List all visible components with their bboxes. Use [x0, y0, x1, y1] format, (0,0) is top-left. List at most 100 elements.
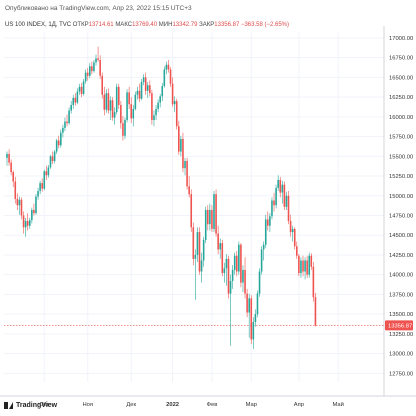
- candle-body: [84, 72, 87, 82]
- symbol-name: US 100 INDEX, 1Д, TVC: [5, 22, 72, 28]
- candle-body: [47, 167, 50, 176]
- candle: [308, 252, 311, 278]
- candle-body: [219, 243, 222, 250]
- candle-body: [89, 66, 91, 76]
- candle: [14, 176, 17, 204]
- candle: [120, 101, 122, 129]
- candle-body: [39, 183, 41, 192]
- candle: [62, 124, 64, 138]
- time-tick-label: Фев: [207, 402, 218, 408]
- candle: [101, 72, 104, 99]
- candle-body: [35, 196, 37, 214]
- candle: [289, 214, 292, 237]
- candle: [93, 60, 95, 73]
- candle-body: [310, 255, 313, 267]
- candle-body: [68, 110, 70, 124]
- candle: [115, 83, 118, 115]
- candle-body: [194, 254, 197, 259]
- candle-body: [252, 322, 255, 340]
- price-tick-label: 13250.00: [389, 332, 413, 338]
- candle: [49, 154, 52, 169]
- candle-body: [213, 194, 215, 229]
- candle-body: [287, 195, 290, 222]
- candle: [53, 149, 56, 164]
- candle: [229, 274, 232, 346]
- candle-body: [206, 209, 209, 225]
- candle: [91, 61, 93, 75]
- candle: [6, 151, 8, 166]
- candle: [256, 290, 259, 318]
- published-caption: Опубликовано на TradingView.com, Апр 23,…: [5, 5, 192, 12]
- price-tick-label: 14750.00: [389, 213, 413, 219]
- candle-body: [113, 112, 116, 118]
- candle: [169, 67, 172, 87]
- price-tick-label: 16000.00: [389, 115, 413, 121]
- candle: [105, 89, 108, 113]
- candle-body: [57, 140, 60, 146]
- candle: [192, 222, 195, 266]
- candle-body: [182, 138, 184, 169]
- candle: [47, 164, 50, 178]
- candle: [188, 176, 190, 198]
- candle-body: [262, 244, 265, 250]
- candle: [248, 293, 250, 338]
- candle: [175, 98, 178, 130]
- candle-body: [159, 96, 161, 103]
- candle-body: [202, 239, 205, 261]
- candle-body: [211, 209, 213, 229]
- tradingview-brand[interactable]: TradingView: [4, 402, 57, 409]
- candle-body: [128, 92, 130, 105]
- candle-body: [184, 161, 186, 169]
- candle: [39, 180, 41, 195]
- candle: [262, 241, 265, 261]
- candle-body: [306, 260, 308, 275]
- candle: [16, 193, 19, 210]
- candle-body: [267, 219, 269, 226]
- price-tick-label: 14250.00: [389, 253, 413, 259]
- candle-body: [198, 232, 201, 272]
- candle-body: [10, 162, 12, 173]
- candle: [140, 78, 143, 101]
- time-tick-label: Май: [333, 401, 344, 408]
- candle-body: [215, 194, 217, 234]
- candle: [260, 246, 263, 275]
- candle-body: [82, 81, 85, 94]
- candle: [163, 66, 166, 88]
- close-label: ЗАКР: [199, 22, 215, 28]
- candle: [138, 83, 141, 102]
- candle: [165, 61, 168, 75]
- candle: [287, 191, 290, 225]
- candle: [95, 54, 97, 66]
- candle-body: [49, 156, 52, 168]
- candle: [126, 89, 128, 123]
- candle-body: [37, 191, 39, 197]
- candle: [221, 239, 224, 277]
- candle: [72, 94, 75, 109]
- candle-body: [138, 90, 141, 99]
- candle: [271, 197, 273, 220]
- candle: [277, 175, 279, 192]
- candle-body: [43, 171, 46, 189]
- candle-body: [161, 86, 164, 97]
- candle: [22, 211, 25, 234]
- last-price-label: 13356.87: [388, 323, 412, 329]
- candle-body: [192, 227, 195, 259]
- candle: [184, 157, 186, 176]
- candle-body: [70, 104, 72, 111]
- candle-body: [238, 244, 240, 272]
- candle: [269, 213, 271, 233]
- candle: [107, 88, 110, 114]
- candle: [78, 83, 81, 95]
- candle: [285, 191, 288, 210]
- change-value: −363.58 (−2.65%): [240, 22, 290, 28]
- tradingview-logo-icon: [4, 402, 13, 409]
- candle: [240, 243, 242, 288]
- candle: [312, 262, 315, 302]
- candle: [213, 191, 215, 233]
- candle-body: [277, 179, 279, 188]
- time-tick-label: Ноя: [82, 402, 93, 408]
- candle: [157, 99, 159, 113]
- candle-body: [300, 260, 302, 274]
- candle: [173, 96, 176, 113]
